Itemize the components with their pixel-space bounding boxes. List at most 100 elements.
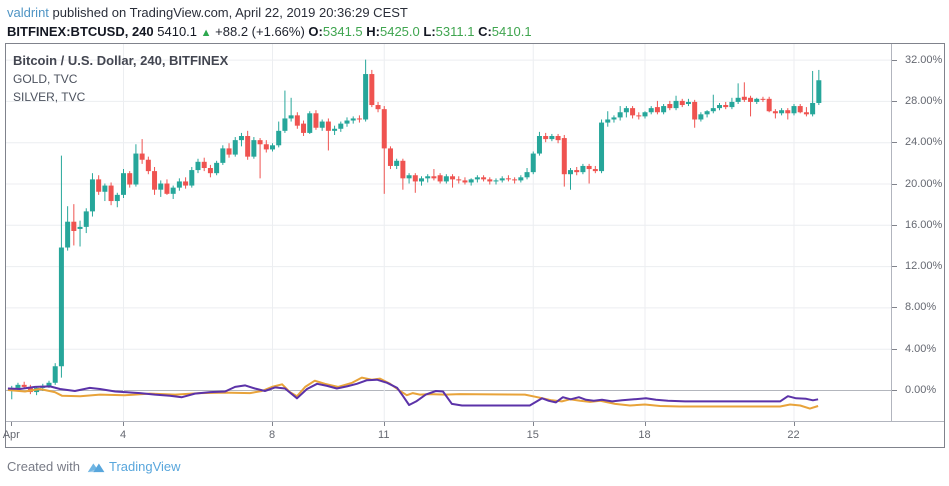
candle-up xyxy=(220,148,226,163)
candle-up xyxy=(474,177,480,180)
candle-up xyxy=(580,165,586,173)
tradingview-logo-icon[interactable] xyxy=(87,460,106,474)
time-axis-tick xyxy=(383,422,385,426)
price-axis-tick xyxy=(892,224,897,226)
price-axis-tick xyxy=(892,390,897,391)
candle-down xyxy=(487,179,493,182)
candle-down xyxy=(164,183,170,194)
price-axis-label: 32.00% xyxy=(905,53,943,66)
candle-down xyxy=(313,113,319,128)
candle-down xyxy=(456,179,462,181)
candle-up xyxy=(425,176,431,179)
candle-down xyxy=(512,179,518,181)
candle-down xyxy=(96,179,102,192)
high-value: 5425.0 xyxy=(379,24,420,39)
candle-down xyxy=(543,136,549,140)
price-axis-tick xyxy=(892,307,897,309)
candle-down xyxy=(760,98,766,100)
candle-down xyxy=(183,181,189,186)
price-axis-label: 8.00% xyxy=(905,301,937,314)
time-axis-label: 15 xyxy=(526,429,539,441)
candle-up xyxy=(77,226,83,229)
last-price: 5410.1 xyxy=(157,24,198,39)
chart-legend: Bitcoin / U.S. Dollar, 240, BITFINEX GOL… xyxy=(13,51,228,106)
candle-up xyxy=(332,128,338,131)
candle-up xyxy=(710,108,716,112)
candle-down xyxy=(27,386,33,393)
candle-down xyxy=(766,98,772,112)
candle-down xyxy=(586,165,592,170)
candle-up xyxy=(214,162,220,174)
candle-up xyxy=(307,113,313,133)
candle-up xyxy=(810,102,816,115)
created-with-text: Created with xyxy=(7,459,80,474)
candle-down xyxy=(741,96,747,100)
close-value: 5410.1 xyxy=(491,24,532,39)
candle-down xyxy=(263,144,269,150)
candle-down xyxy=(636,115,642,117)
candle-down xyxy=(785,110,791,114)
candle-down xyxy=(431,176,437,179)
price-axis[interactable]: 32.00% 28.00% 24.00% 20.00% 16.00% 12.00% 8.00… xyxy=(892,44,944,421)
candle-up xyxy=(704,111,710,115)
candle-down xyxy=(245,136,251,157)
candle-up xyxy=(518,177,524,181)
time-axis-separator xyxy=(6,421,944,422)
candle-down xyxy=(437,175,443,182)
candle-down xyxy=(356,118,362,120)
candle-down xyxy=(555,136,561,141)
legend-main-series[interactable]: Bitcoin / U.S. Dollar, 240, BITFINEX xyxy=(13,53,229,68)
candle-down xyxy=(797,106,803,113)
username-link[interactable]: valdrint xyxy=(7,5,49,20)
candle-up xyxy=(363,74,369,120)
candle-up xyxy=(276,130,282,146)
candle-down xyxy=(462,180,468,183)
price-chart-canvas[interactable] xyxy=(6,44,891,421)
candle-up xyxy=(717,105,722,109)
price-axis-label: 16.00% xyxy=(905,218,943,231)
candle-up xyxy=(642,112,648,117)
price-axis-tick xyxy=(892,183,897,185)
candle-up xyxy=(288,115,294,119)
candle-up xyxy=(89,179,95,212)
candle-up xyxy=(605,119,611,123)
candle-down xyxy=(450,176,456,180)
candle-down xyxy=(592,169,598,172)
candle-up xyxy=(270,145,275,150)
time-axis-tick xyxy=(532,422,534,426)
candle-down xyxy=(201,161,207,169)
candle-up xyxy=(350,118,356,121)
candle-down xyxy=(772,111,778,114)
candle-down xyxy=(301,123,307,133)
price-axis-label: 12.00% xyxy=(905,260,943,273)
time-axis-tick xyxy=(793,422,795,426)
tradingview-brand-link[interactable]: TradingView xyxy=(108,459,181,474)
candle-down xyxy=(387,148,393,166)
candle-up xyxy=(698,114,704,120)
high-label: H: xyxy=(366,24,380,39)
candle-up xyxy=(195,161,201,171)
legend-silver-series[interactable]: SILVER, TVC xyxy=(13,90,86,104)
candle-up xyxy=(599,122,605,172)
price-axis-tick xyxy=(892,348,897,350)
time-axis-label: 11 xyxy=(378,429,390,441)
price-axis-label: 4.00% xyxy=(905,342,937,355)
candle-up xyxy=(816,80,822,103)
price-axis-label: 28.00% xyxy=(905,94,943,107)
candle-up xyxy=(673,100,679,109)
legend-gold-series[interactable]: GOLD, TVC xyxy=(13,72,78,86)
candle-up xyxy=(735,97,741,102)
candle-down xyxy=(127,173,133,185)
symbol-name[interactable]: BITFINEX:BTCUSD, 240 xyxy=(7,24,154,39)
candle-up xyxy=(419,178,424,182)
candle-up xyxy=(648,108,654,113)
close-label: C: xyxy=(478,24,492,39)
candle-up xyxy=(114,194,120,202)
candle-down xyxy=(630,108,636,116)
time-axis-label: Apr xyxy=(2,429,20,441)
time-axis-label: 8 xyxy=(268,429,276,441)
candle-up xyxy=(617,112,623,118)
candle-up xyxy=(549,136,555,140)
time-axis[interactable]: Apr 4 8 11 15 18 22 xyxy=(3,422,891,447)
candle-down xyxy=(21,384,27,387)
